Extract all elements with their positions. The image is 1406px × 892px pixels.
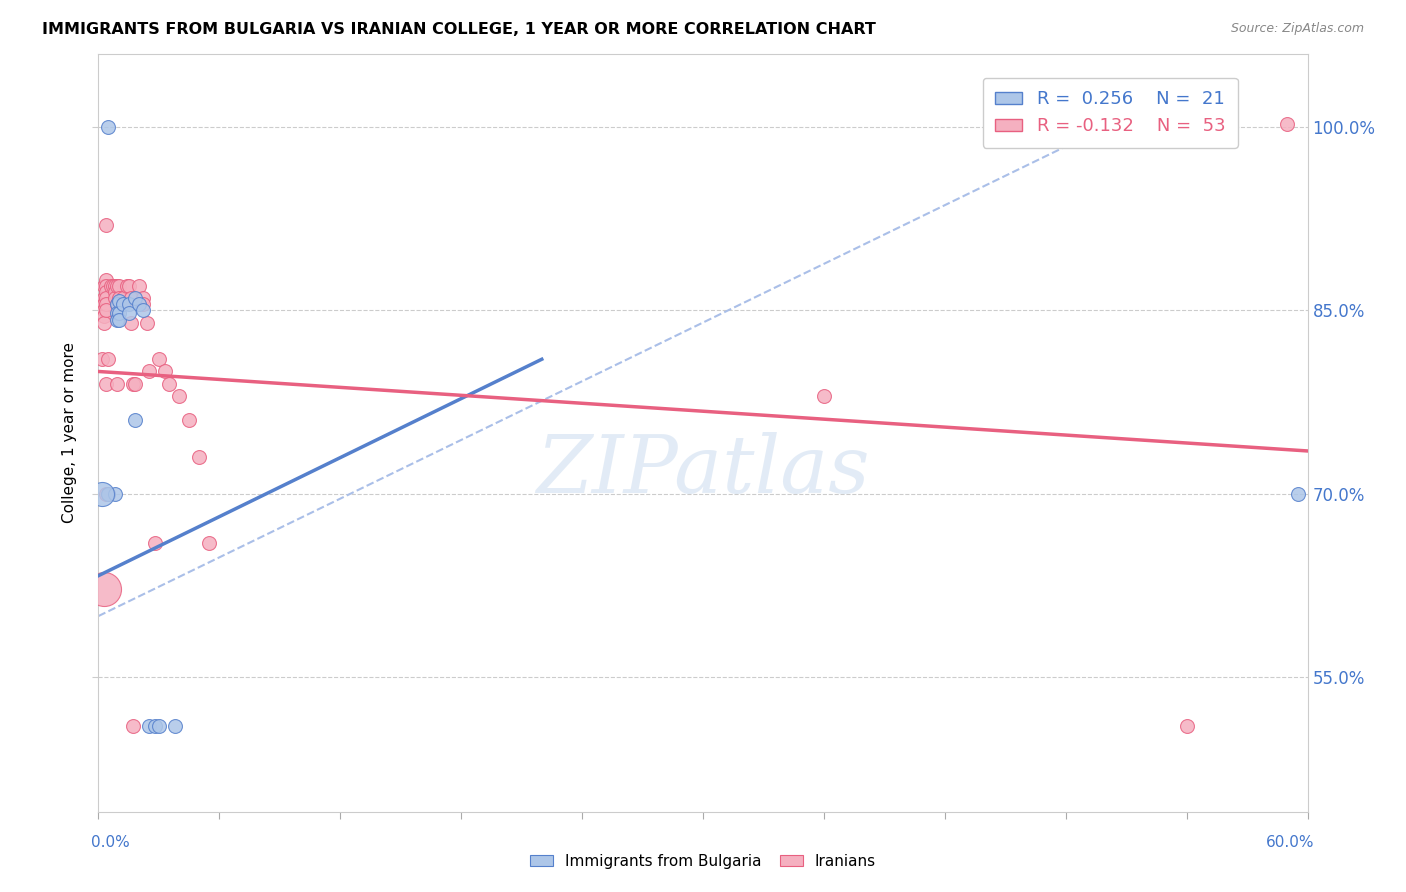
Text: ZIPatlas: ZIPatlas [536, 432, 870, 509]
Point [111, 297, 134, 311]
Point [105, 278, 128, 293]
Point [1286, 487, 1309, 501]
Point [107, 293, 129, 308]
Point [121, 719, 143, 733]
Text: 60.0%: 60.0% [1267, 836, 1315, 850]
Point [167, 389, 190, 403]
Point [96, 291, 118, 305]
Point [93, 291, 115, 305]
Point [132, 297, 155, 311]
Point [96, 278, 118, 293]
Point [103, 291, 125, 305]
Point [105, 313, 128, 327]
Point [103, 278, 125, 293]
Point [105, 297, 128, 311]
Point [91, 352, 114, 367]
Point [143, 535, 166, 549]
Point [107, 291, 129, 305]
Point [128, 297, 150, 311]
Point [96, 273, 118, 287]
Point [93, 582, 115, 596]
Point [103, 487, 125, 501]
Point [96, 487, 118, 501]
Point [138, 364, 160, 378]
Point [111, 297, 134, 311]
Point [153, 364, 176, 378]
Text: IMMIGRANTS FROM BULGARIA VS IRANIAN COLLEGE, 1 YEAR OR MORE CORRELATION CHART: IMMIGRANTS FROM BULGARIA VS IRANIAN COLL… [42, 22, 876, 37]
Point [96, 376, 118, 391]
Point [118, 297, 141, 311]
Point [107, 313, 129, 327]
Point [179, 413, 201, 427]
Point [188, 450, 211, 464]
Point [157, 376, 180, 391]
Point [813, 389, 835, 403]
Point [143, 719, 166, 733]
Point [96, 218, 118, 232]
Point [111, 291, 134, 305]
Point [105, 306, 128, 320]
Point [124, 291, 146, 305]
Point [118, 278, 141, 293]
Point [124, 413, 146, 427]
Point [1277, 118, 1299, 132]
Point [100, 278, 122, 293]
Point [97, 487, 120, 501]
Point [93, 310, 115, 324]
Point [105, 297, 128, 311]
Legend: R =  0.256    N =  21, R = -0.132    N =  53: R = 0.256 N = 21, R = -0.132 N = 53 [983, 78, 1239, 148]
Point [107, 306, 129, 320]
Point [138, 719, 160, 733]
Legend: Immigrants from Bulgaria, Iranians: Immigrants from Bulgaria, Iranians [524, 847, 882, 875]
Point [96, 285, 118, 299]
Point [96, 303, 118, 318]
Point [1175, 719, 1198, 733]
Point [124, 376, 146, 391]
Point [93, 297, 115, 311]
Y-axis label: College, 1 year or more: College, 1 year or more [62, 343, 77, 523]
Point [132, 291, 155, 305]
Point [91, 487, 114, 501]
Point [120, 316, 142, 330]
Point [163, 719, 186, 733]
Point [93, 316, 115, 330]
Point [105, 376, 128, 391]
Point [118, 306, 141, 320]
Point [107, 278, 129, 293]
Point [148, 352, 170, 367]
Point [97, 120, 120, 134]
Point [148, 719, 170, 733]
Point [120, 291, 142, 305]
Point [103, 285, 125, 299]
Point [97, 352, 120, 367]
Point [115, 278, 138, 293]
Point [198, 535, 221, 549]
Point [101, 278, 124, 293]
Point [128, 278, 150, 293]
Text: 0.0%: 0.0% [91, 836, 131, 850]
Point [135, 316, 157, 330]
Point [93, 303, 115, 318]
Point [96, 297, 118, 311]
Point [132, 303, 155, 318]
Point [93, 278, 115, 293]
Point [97, 487, 120, 501]
Point [121, 376, 143, 391]
Text: Source: ZipAtlas.com: Source: ZipAtlas.com [1230, 22, 1364, 36]
